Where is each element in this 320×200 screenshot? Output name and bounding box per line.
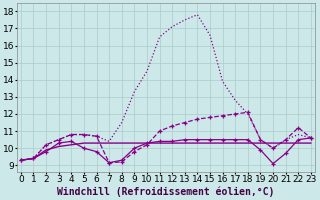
- X-axis label: Windchill (Refroidissement éolien,°C): Windchill (Refroidissement éolien,°C): [57, 187, 275, 197]
